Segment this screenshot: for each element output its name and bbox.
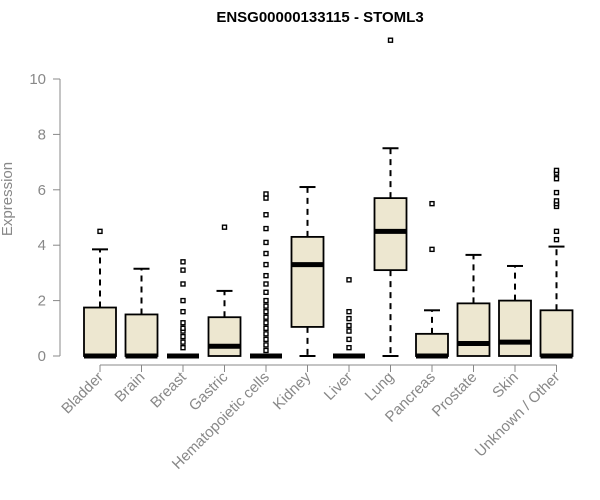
outlier-point bbox=[346, 277, 352, 283]
outlier-point bbox=[553, 167, 560, 174]
outlier-point bbox=[180, 259, 186, 265]
outlier-point bbox=[180, 281, 186, 287]
outlier-point bbox=[387, 37, 394, 43]
box-skin bbox=[498, 264, 532, 357]
outlier-point bbox=[263, 261, 269, 268]
outlier-point bbox=[429, 200, 435, 207]
y-tick-label: 0 bbox=[38, 348, 46, 365]
x-tick-label: Brain bbox=[112, 369, 149, 406]
box-iqr bbox=[415, 332, 449, 357]
box-lung bbox=[373, 37, 408, 357]
box-iqr bbox=[83, 306, 117, 357]
outlier-point bbox=[180, 325, 186, 331]
outlier-point bbox=[553, 228, 560, 235]
outlier-point bbox=[263, 272, 269, 279]
outlier-point bbox=[346, 336, 352, 343]
outlier-point bbox=[180, 308, 186, 315]
y-axis: 0 2 4 6 8 10 bbox=[29, 71, 61, 365]
outlier-point bbox=[263, 325, 269, 331]
x-tick-label: Kidney bbox=[270, 368, 315, 413]
outlier-point bbox=[346, 322, 352, 329]
y-tick-label: 6 bbox=[38, 182, 46, 199]
outlier-point bbox=[180, 339, 186, 345]
outlier-point bbox=[263, 314, 269, 320]
outlier-point bbox=[553, 236, 560, 243]
y-tick-label: 8 bbox=[38, 126, 46, 143]
outlier-point bbox=[180, 267, 186, 273]
outlier-point bbox=[346, 315, 352, 322]
outlier-point bbox=[263, 225, 269, 232]
outlier-point bbox=[553, 189, 560, 196]
outlier-point bbox=[263, 331, 269, 337]
outlier-point bbox=[263, 191, 269, 197]
box-hematopoietic-cells bbox=[250, 191, 282, 359]
box-kidney bbox=[290, 186, 325, 357]
outlier-point bbox=[263, 289, 269, 295]
outlier-point bbox=[346, 308, 352, 315]
outlier-point bbox=[263, 281, 269, 287]
outlier-point bbox=[553, 176, 560, 182]
y-axis-label: Expression bbox=[0, 162, 16, 236]
outlier-point bbox=[263, 195, 269, 201]
outlier-point bbox=[180, 333, 186, 340]
box-iqr bbox=[290, 235, 325, 328]
outlier-point bbox=[263, 250, 269, 257]
x-tick-label: Lung bbox=[362, 369, 398, 405]
box-iqr bbox=[124, 313, 159, 357]
y-tick-label: 10 bbox=[29, 71, 46, 88]
outlier-point bbox=[263, 303, 269, 309]
box-brain bbox=[124, 267, 159, 359]
outlier-point bbox=[346, 328, 352, 334]
chart-title: ENSG00000133115 - STOML3 bbox=[216, 9, 423, 26]
outlier-point bbox=[263, 297, 269, 304]
outlier-point bbox=[553, 198, 560, 204]
outlier-point bbox=[346, 344, 352, 351]
box-pancreas bbox=[415, 200, 449, 359]
box-iqr bbox=[373, 197, 408, 272]
box-gastric bbox=[207, 224, 242, 357]
box-iqr bbox=[539, 309, 574, 357]
box-prostate bbox=[456, 253, 491, 357]
x-tick-label: Breast bbox=[147, 368, 190, 411]
outlier-point bbox=[263, 342, 269, 348]
outlier-point bbox=[221, 224, 228, 230]
outlier-point bbox=[180, 320, 186, 326]
outlier-point bbox=[263, 336, 269, 343]
outlier-point bbox=[263, 320, 269, 326]
outlier-point bbox=[429, 246, 435, 253]
box-iqr bbox=[456, 302, 491, 357]
outlier-point bbox=[180, 344, 186, 351]
outlier-point bbox=[97, 228, 103, 235]
box-iqr bbox=[498, 299, 532, 357]
boxplot-series bbox=[83, 37, 574, 359]
box-bladder bbox=[83, 228, 117, 359]
x-tick-label: Prostate bbox=[429, 369, 481, 421]
x-tick-label: Skin bbox=[489, 369, 522, 402]
outlier-point bbox=[180, 297, 186, 304]
y-tick-label: 4 bbox=[38, 237, 46, 254]
outlier-point bbox=[263, 239, 269, 246]
box-breast bbox=[167, 259, 199, 359]
box-unknown-other bbox=[539, 167, 574, 359]
outlier-point bbox=[263, 347, 269, 354]
box-iqr bbox=[207, 316, 242, 357]
outlier-point bbox=[263, 308, 269, 315]
outlier-point bbox=[263, 212, 269, 218]
x-tick-label: Liver bbox=[321, 369, 356, 404]
y-tick-label: 2 bbox=[38, 293, 46, 310]
box-liver bbox=[333, 277, 365, 359]
x-tick-label: Bladder bbox=[58, 369, 107, 418]
